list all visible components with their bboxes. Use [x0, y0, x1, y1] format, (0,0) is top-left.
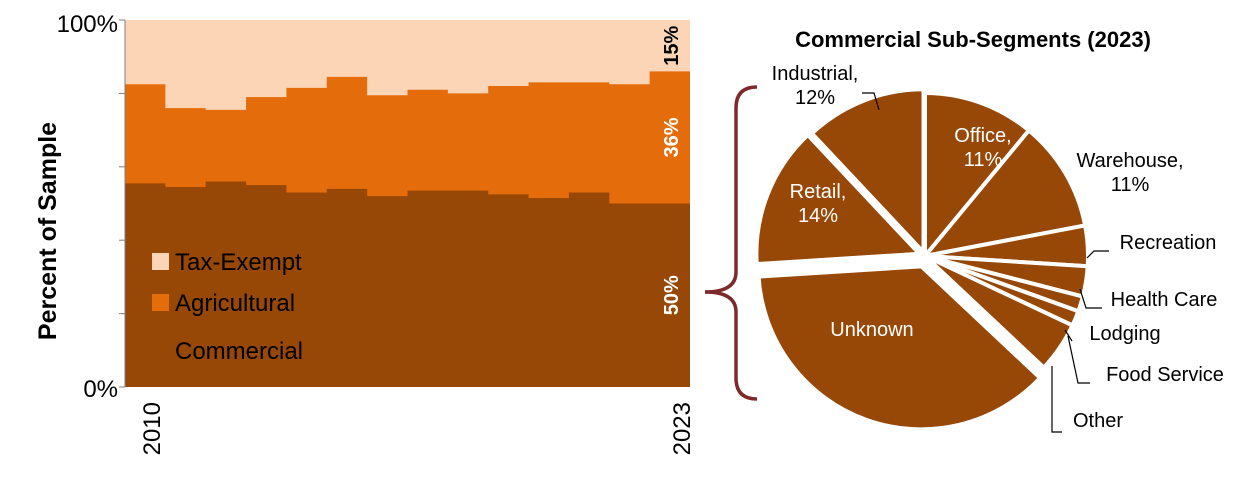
legend-label-agricultural: Agricultural	[175, 290, 295, 317]
leader-line	[1064, 329, 1073, 342]
pie-label-health-care: Health Care	[1111, 289, 1218, 311]
pie-title: Commercial Sub-Segments (2023)	[795, 27, 1151, 52]
pie-label-food-service: Food Service	[1106, 364, 1224, 386]
end-label-tax-exempt: 15%	[661, 25, 683, 65]
leader-line	[1051, 366, 1062, 433]
y-tick-label: 100%	[57, 11, 118, 38]
x-tick-label-last: 2023	[669, 402, 696, 455]
leader-line	[1079, 288, 1102, 309]
pie-label-lodging: Lodging	[1089, 323, 1160, 345]
pie-slice-unknown	[756, 264, 1043, 432]
pie-label-recreation: Recreation	[1120, 232, 1217, 254]
legend-swatch-commercial	[152, 342, 169, 359]
pie-slice-office	[923, 91, 1031, 258]
pie-slice-warehouse	[923, 128, 1088, 258]
leader-line	[1086, 250, 1109, 259]
leader-line	[1067, 335, 1090, 384]
pie-slice-retail	[754, 132, 922, 267]
end-label-commercial: 50%	[661, 275, 683, 315]
area-series-group	[125, 20, 690, 387]
leader-line	[862, 92, 880, 111]
legend-label-commercial: Commercial	[175, 338, 303, 365]
curly-bracket	[704, 85, 758, 401]
pie-label-warehouse: Warehouse, 11%	[1076, 150, 1183, 196]
pie-slice-industrial	[809, 87, 926, 255]
pie-label-unknown: Unknown	[830, 319, 913, 341]
y-tick-label: 0%	[83, 376, 118, 403]
pie-slices-group	[754, 87, 1090, 432]
legend-swatch-tax-exempt	[152, 253, 169, 270]
pie-labels-group: Office, 11% Warehouse, 11% Recreation Health …	[772, 63, 1224, 433]
end-label-agricultural: 36%	[661, 117, 683, 157]
pie-label-retail: Retail, 14%	[790, 181, 847, 227]
pie-label-office: Office, 11%	[954, 125, 1011, 171]
area-series-commercial	[125, 181, 690, 387]
pie-slice-other	[923, 254, 1075, 370]
x-tick-label-first: 2010	[139, 402, 166, 455]
pie-label-industrial: Industrial, 12%	[772, 63, 859, 109]
stacked-area-chart: 100% 0% Percent of Sample 2010 2023 50% …	[34, 11, 696, 455]
legend: Tax-Exempt Agricultural Commercial	[152, 249, 303, 365]
pie-label-other: Other	[1073, 410, 1123, 432]
y-axis-ticks	[119, 19, 125, 388]
y-axis-label: Percent of Sample	[34, 122, 62, 340]
pie-chart: Commercial Sub-Segments (2023) Office, 11…	[754, 27, 1224, 433]
legend-swatch-agricultural	[152, 294, 169, 311]
legend-label-tax-exempt: Tax-Exempt	[175, 249, 302, 276]
